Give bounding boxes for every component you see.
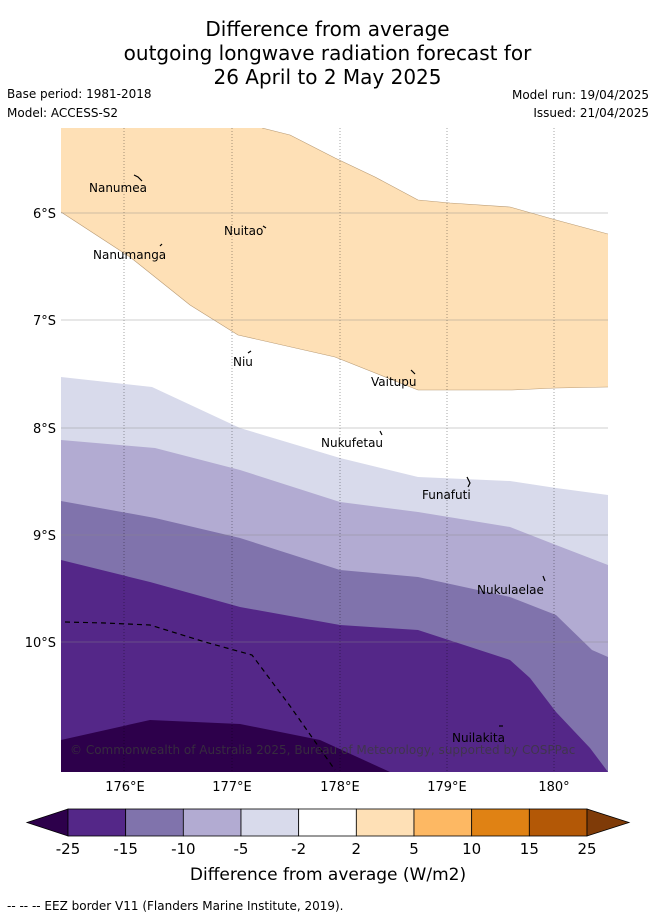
lat-tick-label: 7°S	[33, 314, 56, 329]
colorbar-swatch	[67, 808, 127, 837]
base-period: Base period: 1981-2018	[7, 87, 152, 101]
colorbar-label: Difference from average (W/m2)	[190, 865, 466, 885]
colorbar-tick-label: 2	[352, 840, 362, 858]
map-title-line-3: 26 April to 2 May 2025	[213, 65, 442, 89]
place-label-nanumanga: Nanumanga	[93, 248, 166, 262]
place-label-vaitupu: Vaitupu	[371, 375, 417, 389]
colorbar-swatch	[413, 808, 473, 837]
lon-tick-label: 179°E	[427, 780, 467, 795]
place-label-nukulaelae: Nukulaelae	[477, 583, 544, 597]
colorbar-tick-label: -5	[234, 840, 249, 858]
island-shapes	[133, 174, 546, 727]
colorbar-tick-label: 15	[520, 840, 539, 858]
eez-legend-note: -- -- -- EEZ border V11 (Flanders Marine…	[7, 899, 344, 913]
lon-tick-label: 176°E	[105, 780, 145, 795]
colorbar-tick-label: 10	[462, 840, 481, 858]
map-title-line-2: outgoing longwave radiation forecast for	[123, 41, 532, 65]
colorbar	[25, 808, 631, 837]
colorbar-tick-label: -15	[113, 840, 138, 858]
colorbar-extend-low	[25, 808, 69, 837]
colorbar-tick-label: -10	[171, 840, 196, 858]
colorbar-swatch	[182, 808, 242, 837]
place-label-funafuti: Funafuti	[422, 488, 471, 502]
place-label-nuitao: Nuitao	[224, 224, 263, 238]
lat-tick-label: 10°S	[25, 636, 56, 651]
lon-tick-label: 178°E	[320, 780, 360, 795]
place-label-nuilakita: Nuilakita	[452, 731, 505, 745]
lon-tick-label: 180°	[538, 780, 569, 795]
colorbar-swatch	[355, 808, 415, 837]
colorbar-swatch	[125, 808, 184, 837]
colorbar-tick-label: -2	[291, 840, 306, 858]
map-title-line-1: Difference from average	[205, 17, 450, 41]
model-name: Model: ACCESS-S2	[7, 106, 119, 120]
colorbar-swatch	[240, 808, 300, 837]
lat-tick-label: 8°S	[33, 422, 56, 437]
colorbar-swatch	[528, 808, 588, 837]
place-label-nanumea: Nanumea	[89, 181, 147, 195]
place-label-niu: Niu	[233, 355, 253, 369]
colorbar-tick-label: 25	[577, 840, 596, 858]
place-label-nukufetau: Nukufetau	[321, 436, 383, 450]
band-2-to-5	[61, 128, 608, 390]
colorbar-swatch	[298, 808, 357, 837]
colorbar-tick-label: -25	[56, 840, 81, 858]
band-minus15-to-minus25	[61, 560, 608, 772]
eez-border-line	[64, 621, 336, 771]
copyright-watermark: © Commonwealth of Australia 2025, Bureau…	[70, 743, 575, 757]
map-panel: Nanumea Nuitao Nanumanga Niu Vaitupu Nuk…	[61, 128, 608, 772]
lat-tick-label: 6°S	[33, 207, 56, 222]
issued-date: Issued: 21/04/2025	[533, 106, 649, 120]
lat-tick-label: 9°S	[33, 529, 56, 544]
colorbar-swatch	[471, 808, 530, 837]
graticule	[123, 128, 555, 772]
colorbar-extend-high	[586, 808, 631, 837]
lon-tick-label: 177°E	[212, 780, 252, 795]
band-below-minus25	[61, 720, 390, 772]
colorbar-tick-label: 5	[409, 840, 419, 858]
model-run: Model run: 19/04/2025	[511, 88, 649, 102]
